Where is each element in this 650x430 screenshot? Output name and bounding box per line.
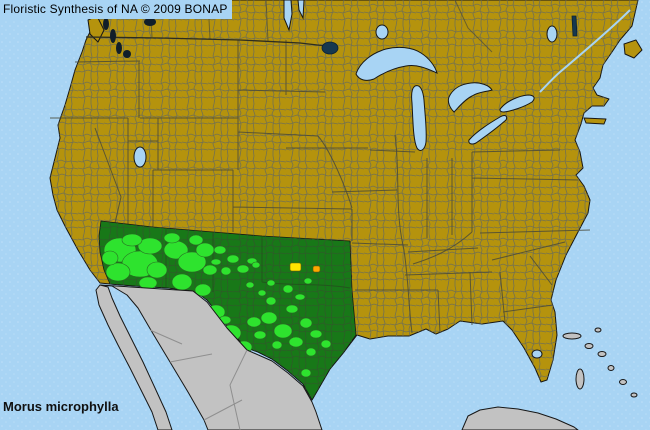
present-county-marker: [226, 254, 240, 264]
lac-st-jean: [546, 25, 558, 43]
present-county-marker: [245, 281, 255, 289]
present-county-marker: [213, 245, 227, 255]
present-county-marker: [320, 339, 332, 349]
present-county-markers: [101, 232, 332, 389]
lake-nipigon: [375, 24, 389, 40]
lake-superior: [355, 46, 438, 81]
rare-county-marker: [289, 262, 302, 272]
lake-okeechobee: [531, 349, 543, 359]
baja-california: [95, 284, 173, 430]
present-county-marker: [171, 273, 193, 291]
present-county-marker: [202, 264, 218, 276]
mexico-mainland: [99, 284, 323, 430]
lakes: [103, 0, 631, 359]
lake-manitoba: [297, 0, 305, 20]
lake-champlain: [571, 15, 578, 37]
st-lawrence-river: [539, 9, 631, 93]
rare-county-marker: [312, 265, 321, 273]
present-county-marker: [309, 329, 323, 339]
us-canada-border: [85, 36, 327, 47]
long-island: [583, 117, 607, 125]
pacific-nw-inlets: [103, 18, 156, 58]
present-county-marker: [137, 237, 163, 255]
present-county-marker: [271, 340, 283, 350]
lake-ontario: [499, 94, 535, 113]
present-county-marker: [288, 336, 304, 348]
present-county-marker: [146, 261, 168, 279]
lake-of-the-woods: [321, 41, 339, 55]
lake-michigan: [411, 85, 427, 151]
present-county-marker: [300, 368, 312, 378]
present-county-marker: [266, 279, 276, 287]
present-county-marker: [236, 264, 250, 274]
present-county-marker: [210, 258, 222, 266]
present-county-marker: [195, 242, 215, 258]
landmass-us-canada: [49, 0, 643, 401]
lake-huron: [447, 82, 493, 113]
region-outside-na-coverage: [95, 284, 638, 430]
present-county-marker: [194, 283, 212, 297]
present-county-marker: [285, 304, 299, 314]
present-county-marker: [220, 266, 232, 276]
present-county-marker: [299, 317, 313, 329]
present-county-marker: [273, 323, 293, 339]
rare-county-markers: [289, 262, 321, 273]
present-county-marker: [246, 316, 262, 328]
cuba: [461, 406, 579, 430]
present-county-marker: [101, 250, 119, 266]
great-salt-lake: [133, 146, 147, 168]
present-county-marker: [305, 347, 317, 357]
present-county-marker: [251, 261, 261, 269]
lake-winnipeg: [283, 0, 293, 32]
present-county-marker: [121, 233, 143, 247]
lake-erie: [468, 115, 508, 145]
present-county-marker: [105, 262, 131, 282]
present-county-marker: [282, 284, 294, 294]
present-county-marker: [177, 251, 207, 273]
mexico-state-lines: [149, 329, 248, 430]
present-county-marker: [303, 277, 313, 285]
present-county-marker: [253, 330, 267, 340]
present-county-marker: [163, 232, 181, 244]
present-county-marker: [260, 311, 278, 325]
species-name-label: Morus microphylla: [3, 399, 119, 414]
nova-scotia: [623, 39, 643, 59]
present-county-marker: [294, 293, 306, 301]
present-county-marker: [257, 289, 267, 297]
bahamas: [562, 327, 638, 398]
present-county-marker: [188, 234, 204, 246]
present-county-marker: [265, 296, 277, 306]
map-title: Floristic Synthesis of NA © 2009 BONAP: [0, 0, 232, 19]
